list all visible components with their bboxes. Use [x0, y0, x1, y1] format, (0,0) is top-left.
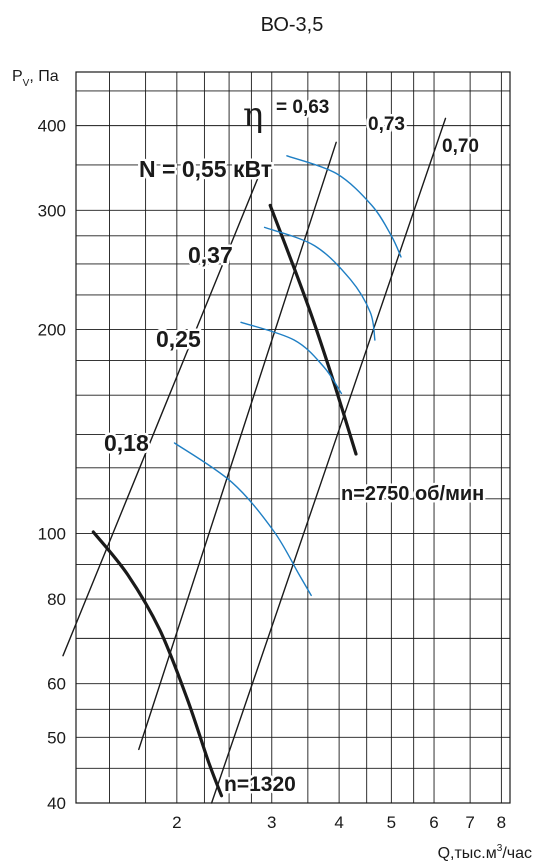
power-label-055: N = 0,55 кВт [139, 156, 272, 182]
y-tick-label-60: 60 [47, 675, 66, 694]
power-label-025: 0,25 [156, 326, 201, 352]
x-axis-label: Q,тыс.м3/час [438, 843, 532, 862]
x-tick-label-4: 4 [334, 813, 343, 832]
grid [76, 72, 510, 804]
x-tick-label-3: 3 [267, 813, 276, 832]
x-axis-label-sup: 3 [497, 843, 503, 854]
efficiency-label-070: 0,70 [442, 136, 479, 157]
speed-curve-0 [91, 530, 224, 798]
power-curve-6 [240, 321, 343, 395]
y-tick-label-400: 400 [38, 117, 66, 136]
efficiency-curve-4 [210, 117, 447, 804]
x-tick-label-6: 6 [429, 813, 438, 832]
y-tick-labels: 40 50 60 80 100 200 300 400 [38, 117, 66, 813]
x-axis-label-base: Q,тыс.м [438, 845, 497, 862]
speed-label-2750: n=2750 об/мин [341, 483, 484, 505]
y-tick-label-200: 200 [38, 321, 66, 340]
series-labels: η = 0,63 0,73 0,70 N = 0,55 кВт 0,37 0,2… [102, 95, 487, 799]
power-curve-7 [263, 226, 376, 341]
power-curve-8 [286, 155, 402, 258]
speed-curve-1 [268, 203, 358, 456]
x-tick-label-5: 5 [387, 813, 396, 832]
eta-symbol: η [243, 95, 263, 135]
efficiency-label-073: 0,73 [368, 114, 405, 135]
y-axis-label-tail: , Па [29, 68, 58, 85]
efficiency-curve-2 [62, 172, 261, 657]
power-label-018: 0,18 [104, 430, 149, 456]
power-label-037: 0,37 [188, 242, 233, 268]
chart-title: ВО-3,5 [261, 14, 324, 36]
series [62, 117, 447, 804]
x-tick-labels: 2 3 4 5 6 7 8 [172, 813, 506, 832]
y-axis-label: PV, Па [12, 68, 59, 89]
speed-label-1320: n=1320 [224, 773, 296, 796]
y-tick-label-40: 40 [47, 794, 66, 813]
y-axis-label-sub: V [23, 78, 30, 89]
efficiency-curve-3 [138, 141, 337, 751]
y-tick-label-300: 300 [38, 201, 66, 220]
y-axis-label-base: P [12, 68, 23, 85]
power-curve-5 [173, 442, 312, 597]
plot-frame [75, 71, 511, 804]
x-tick-label-7: 7 [465, 813, 474, 832]
eta-value-label: = 0,63 [276, 97, 329, 118]
y-tick-label-80: 80 [47, 590, 66, 609]
x-tick-label-8: 8 [497, 813, 506, 832]
y-tick-label-100: 100 [38, 524, 66, 543]
x-axis-label-tail: /час [502, 845, 532, 862]
x-tick-label-2: 2 [172, 813, 181, 832]
y-tick-label-50: 50 [47, 728, 66, 747]
